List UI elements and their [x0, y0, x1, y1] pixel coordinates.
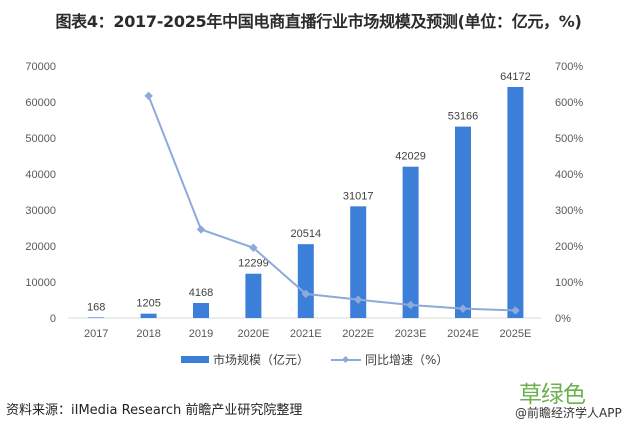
- line-marker-icon: [458, 304, 468, 313]
- x-axis-tick: 2025E: [499, 328, 531, 340]
- chart-title: 图表4：2017-2025年中国电商直播行业市场规模及预测(单位：亿元，%): [55, 12, 582, 31]
- watermark-sub: @前瞻经济学人APP: [515, 406, 622, 420]
- right-axis-tick: 400%: [555, 169, 583, 181]
- right-axis-tick: 100%: [555, 277, 583, 289]
- right-axis-tick: 300%: [555, 205, 583, 217]
- bar: [140, 313, 157, 318]
- line-series: [144, 91, 520, 315]
- bar-swatch-icon: [181, 356, 209, 363]
- line-marker-icon: [144, 91, 153, 101]
- left-axis-tick: 30000: [25, 205, 56, 217]
- right-axis-tick: 0%: [555, 313, 571, 325]
- bar: [455, 126, 471, 318]
- legend: 市场规模（亿元） 同比增速（%）: [181, 351, 470, 368]
- bar-value-label: 4168: [189, 287, 213, 299]
- growth-line: [147, 95, 516, 312]
- legend-item-line: 同比增速（%）: [331, 351, 448, 368]
- line-marker-icon: [249, 243, 258, 253]
- combo-chart: 0 10000 20000 30000 40000 50000 60000 70000 0% 1…: [25, 61, 583, 340]
- left-axis-tick: 0: [50, 313, 56, 325]
- bar-data-labels: 168 1205 4168 12299 20514 31017 42029 53166 6417…: [87, 71, 531, 313]
- x-axis-tick: 2018: [136, 328, 160, 340]
- bar-value-label: 31017: [343, 190, 374, 202]
- bar-value-label: 64172: [500, 71, 531, 83]
- x-axis-tick: 2020E: [237, 328, 269, 340]
- bar-value-label: 42029: [395, 151, 426, 163]
- bar: [245, 273, 262, 318]
- left-axis-tick: 60000: [25, 97, 56, 109]
- x-axis-tick: 2023E: [395, 328, 427, 340]
- left-axis-tick: 20000: [25, 241, 56, 253]
- left-y-axis: 0 10000 20000 30000 40000 50000 60000 70000: [25, 61, 56, 325]
- watermark-brand: 草绿色: [519, 382, 586, 408]
- bar: [350, 206, 367, 318]
- x-axis-tick: 2021E: [290, 328, 322, 340]
- x-axis-tick: 2022E: [342, 328, 374, 340]
- line-marker-swatch-icon: [331, 355, 362, 365]
- line-marker-icon: [196, 225, 206, 234]
- legend-bar-label: 市场规模（亿元）: [213, 353, 310, 367]
- bar-series: [88, 86, 524, 318]
- bar: [402, 166, 419, 318]
- bar-value-label: 1205: [136, 298, 160, 310]
- x-axis-labels: 2017 2018 2019 2020E 2021E 2022E 2023E 2024E 202…: [84, 328, 531, 340]
- line-marker-icon: [511, 306, 520, 315]
- left-axis-tick: 70000: [25, 61, 56, 73]
- source-note: 资料来源：iIMedia Research 前瞻产业研究院整理: [6, 403, 303, 418]
- right-y-axis: 0% 100% 200% 300% 400% 500% 600% 700%: [555, 61, 583, 325]
- legend-item-bar: 市场规模（亿元）: [181, 351, 309, 368]
- left-axis-tick: 40000: [25, 169, 56, 181]
- bar: [193, 302, 209, 318]
- x-axis-tick: 2024E: [447, 328, 479, 340]
- left-axis-tick: 10000: [25, 277, 56, 289]
- bar: [88, 317, 105, 318]
- bar: [507, 86, 524, 318]
- legend-line-label: 同比增速（%）: [365, 353, 449, 367]
- bar-value-label: 168: [87, 301, 105, 313]
- x-axis-tick: 2017: [84, 328, 108, 340]
- right-axis-tick: 500%: [555, 133, 583, 145]
- right-axis-tick: 700%: [555, 61, 583, 73]
- line-marker-icon: [301, 289, 311, 299]
- bar: [297, 244, 314, 318]
- right-axis-tick: 600%: [555, 97, 583, 109]
- bar-value-label: 12299: [238, 258, 269, 270]
- x-axis-tick: 2019: [189, 328, 213, 340]
- line-marker-icon: [406, 300, 415, 310]
- line-marker-icon: [353, 295, 363, 304]
- bar-value-label: 20514: [291, 228, 322, 240]
- right-axis-tick: 200%: [555, 241, 583, 253]
- left-axis-tick: 50000: [25, 133, 56, 145]
- bar-value-label: 53166: [448, 111, 479, 123]
